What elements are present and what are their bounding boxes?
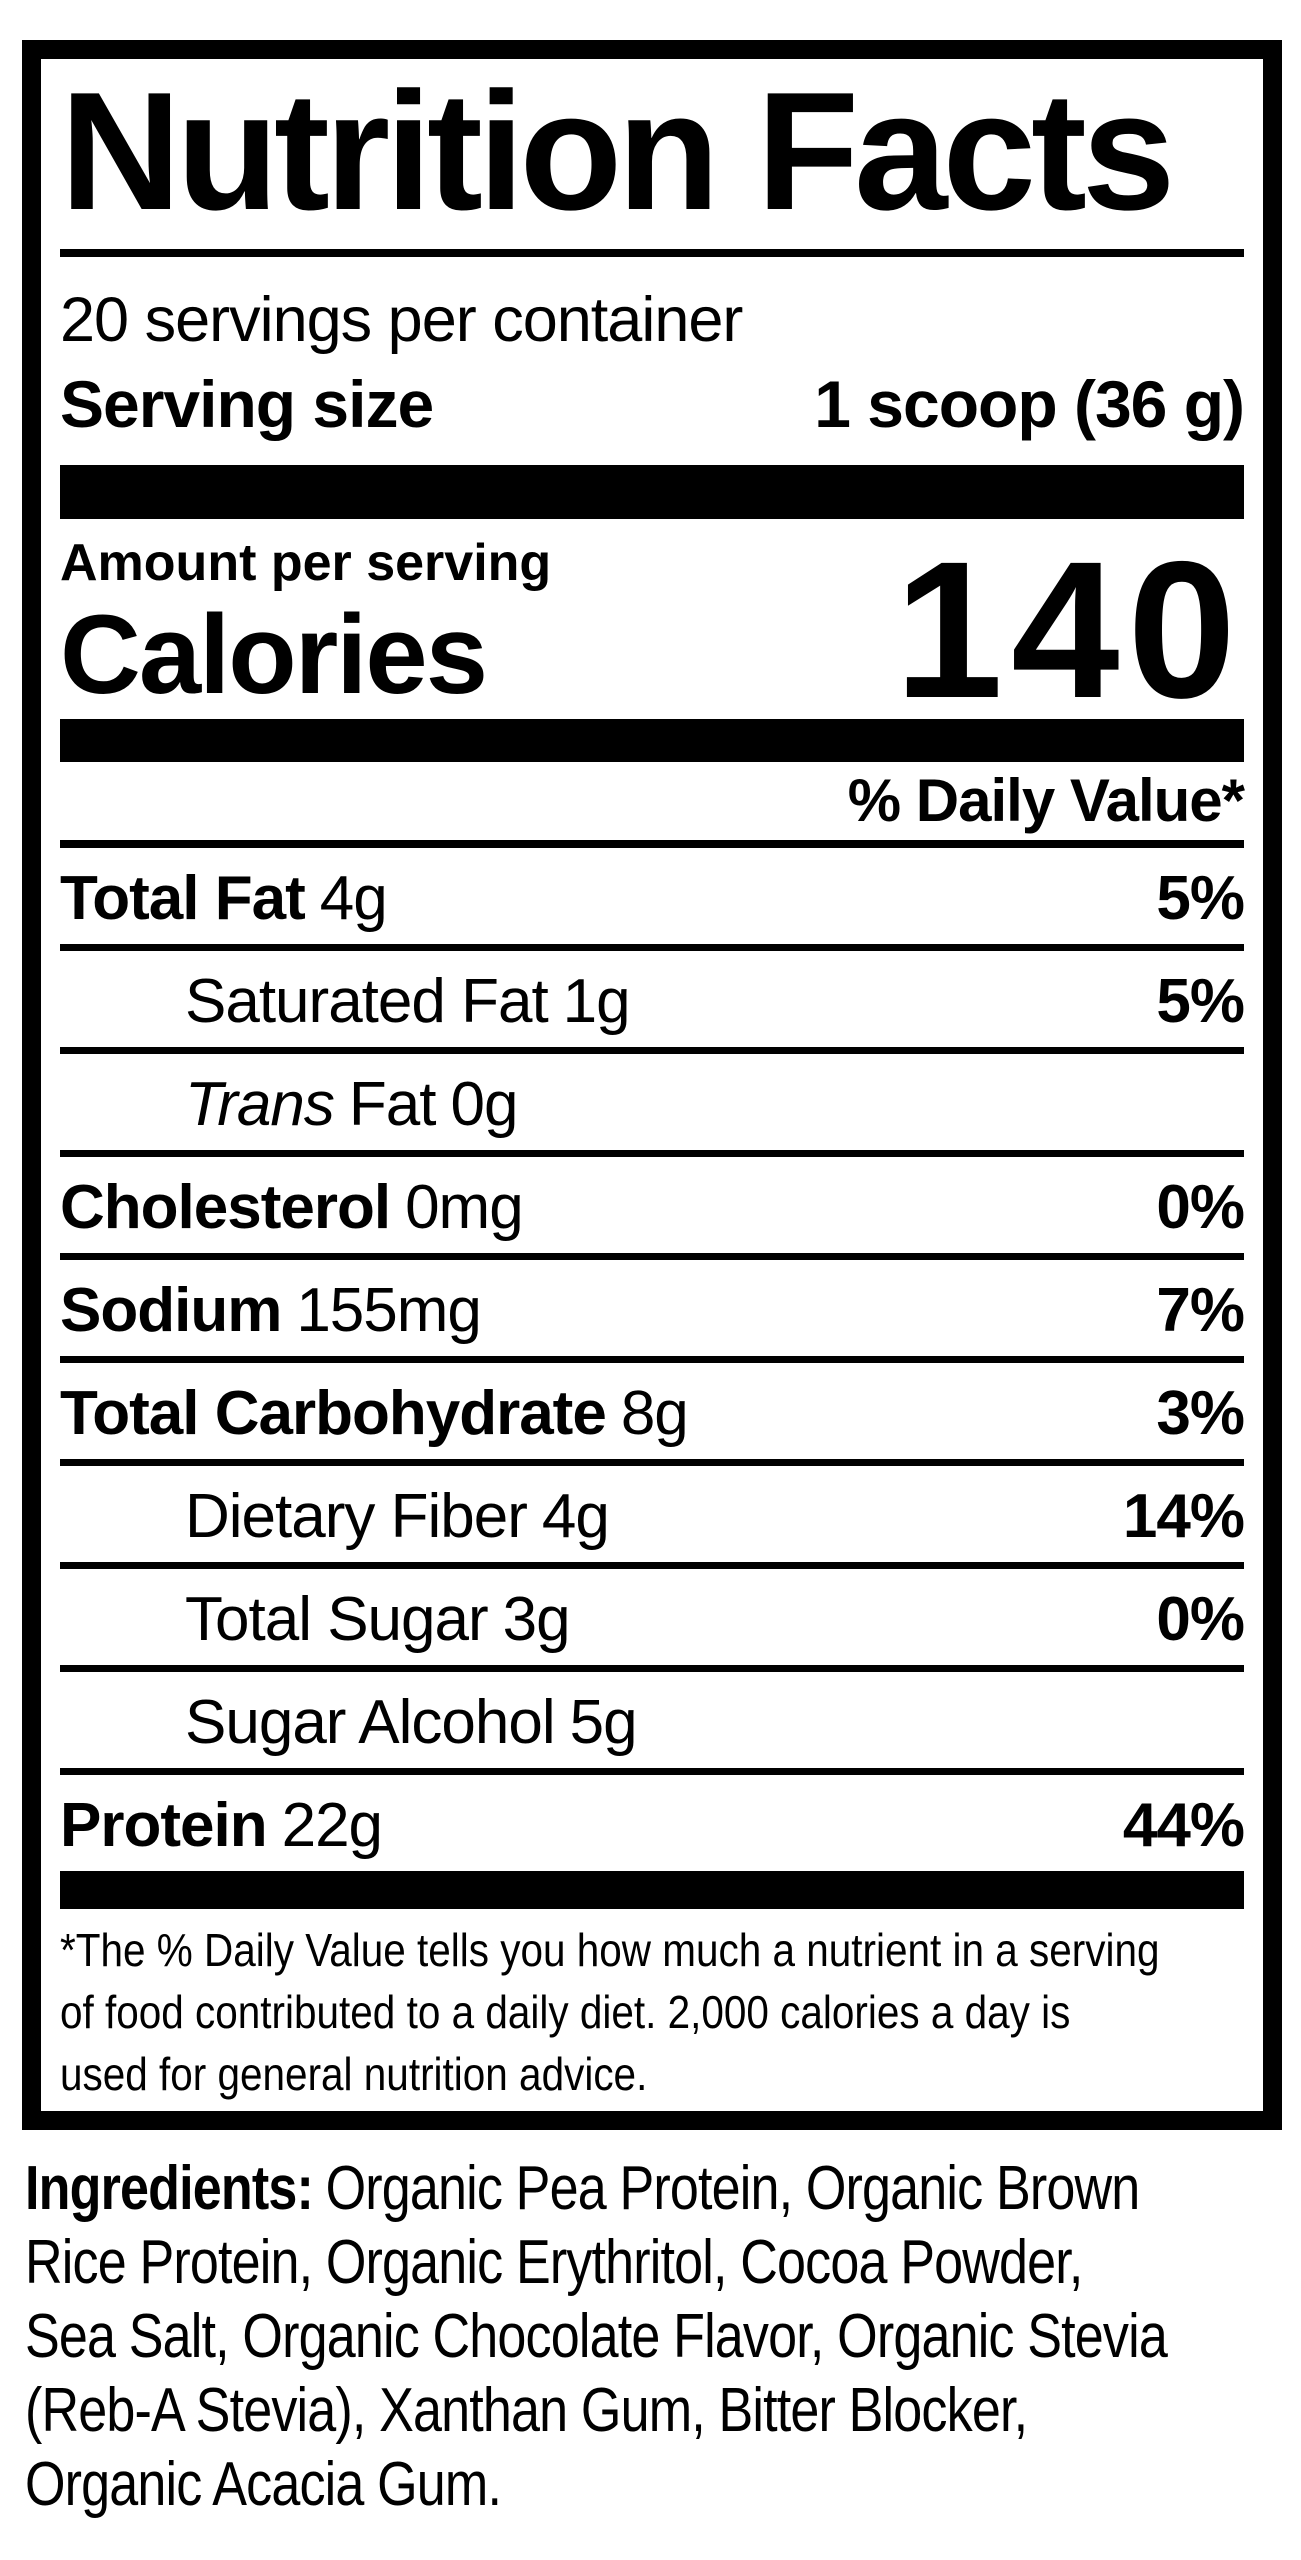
- nutrient-name-and-amount: Total Fat 4g: [60, 864, 388, 933]
- nutrient-name: Dietary Fiber: [185, 1482, 528, 1551]
- nutrient-daily-value: 5%: [1156, 864, 1245, 933]
- nutrient-amount: 3g: [502, 1585, 571, 1654]
- amount-per-serving-label: Amount per serving: [60, 534, 552, 592]
- nutrient-daily-value: 44%: [1122, 1791, 1245, 1860]
- footnote-line: of food contributed to a daily diet. 2,0…: [60, 1986, 1071, 2038]
- calories-value: 140: [894, 521, 1244, 739]
- nutrient-row-dietary-fiber: Dietary Fiber 4g 14%: [60, 1466, 1245, 1569]
- nutrient-row-sodium: Sodium 155mg 7%: [60, 1260, 1245, 1363]
- nutrient-amount: 0g: [450, 1070, 518, 1139]
- nutrient-daily-value: 14%: [1122, 1482, 1245, 1551]
- title-divider-rule: [60, 249, 1244, 257]
- serving-size-value: 1 scoop (36 g): [814, 367, 1245, 441]
- ingredients-label: Ingredients:: [25, 2154, 314, 2223]
- nutrient-amount: 0mg: [405, 1173, 524, 1242]
- nutrient-name: Saturated Fat: [185, 967, 549, 1036]
- nutrient-amount: 155mg: [296, 1276, 482, 1345]
- panel-title: Nutrition Facts: [60, 57, 1175, 245]
- nutrient-row-total-carbohydrate: Total Carbohydrate 8g 3%: [60, 1363, 1245, 1466]
- nutrient-name-italic: Trans: [185, 1070, 335, 1139]
- nutrient-row-saturated-fat: Saturated Fat 1g 5%: [60, 951, 1245, 1054]
- nutrient-name-and-amount: Total Sugar 3g: [185, 1585, 571, 1654]
- nutrient-row-cholesterol: Cholesterol 0mg 0%: [60, 1157, 1245, 1260]
- nutrient-name-and-amount: Sugar Alcohol 5g: [185, 1688, 638, 1757]
- thick-divider-bar: [60, 719, 1244, 762]
- thick-divider-bar: [60, 465, 1244, 519]
- nutrient-name-and-amount: Dietary Fiber 4g: [185, 1482, 610, 1551]
- nutrient-name: Total Fat: [60, 864, 306, 933]
- nutrient-name: Total Carbohydrate: [60, 1379, 607, 1448]
- ingredients-line: (Reb-A Stevia), Xanthan Gum, Bitter Bloc…: [25, 2376, 1028, 2445]
- calories-section: Amount per serving Calories 140: [60, 533, 1244, 728]
- calories-label: Calories: [60, 592, 488, 717]
- footnote-line: used for general nutrition advice.: [60, 2048, 648, 2100]
- nutrient-name-and-amount: Total Carbohydrate 8g: [60, 1379, 689, 1448]
- daily-value-rule: [60, 840, 1244, 848]
- thick-divider-bar: [60, 1871, 1244, 1909]
- servings-per-container: 20 servings per container: [60, 285, 743, 355]
- nutrient-daily-value: 0%: [1156, 1585, 1245, 1654]
- nutrient-name-and-amount: Saturated Fat 1g: [185, 967, 631, 1036]
- nutrient-daily-value: 7%: [1156, 1276, 1245, 1345]
- nutrient-name: Fat: [348, 1070, 437, 1139]
- serving-size-label: Serving size: [60, 367, 434, 441]
- nutrient-name: Protein: [60, 1791, 268, 1860]
- daily-value-header: % Daily Value*: [847, 767, 1245, 834]
- serving-size-row: Serving size 1 scoop (36 g): [60, 367, 1245, 441]
- nutrient-amount: 22g: [281, 1791, 383, 1860]
- ingredients-section: Ingredients: Organic Pea Protein, Organic…: [25, 2152, 1301, 2522]
- nutrient-amount: 1g: [562, 967, 631, 1036]
- nutrient-row-protein: Protein 22g 44%: [60, 1775, 1245, 1871]
- nutrient-row-total-fat: Total Fat 4g 5%: [60, 848, 1245, 951]
- ingredients-line: Ingredients: Organic Pea Protein, Organic…: [25, 2152, 1301, 2226]
- nutrient-name: Total Sugar: [185, 1585, 489, 1654]
- footnote-line: *The % Daily Value tells you how much a …: [60, 1924, 1160, 1976]
- nutrient-name-and-amount: Protein 22g: [60, 1791, 383, 1860]
- ingredients-line: Organic Acacia Gum.: [25, 2450, 502, 2519]
- ingredients-line: Sea Salt, Organic Chocolate Flavor, Orga…: [25, 2302, 1168, 2371]
- nutrient-row-total-sugar: Total Sugar 3g 0%: [60, 1569, 1245, 1672]
- nutrient-row-sugar-alcohol: Sugar Alcohol 5g: [60, 1672, 1244, 1775]
- nutrient-row-trans-fat: Trans Fat 0g: [60, 1054, 1244, 1157]
- nutrition-facts-panel: Nutrition Facts 20 servings per containe…: [22, 40, 1282, 2130]
- nutrient-daily-value: 5%: [1156, 967, 1245, 1036]
- nutrient-amount: 5g: [569, 1688, 638, 1757]
- daily-value-footnote: *The % Daily Value tells you how much a …: [60, 1919, 1283, 2105]
- nutrient-name: Sugar Alcohol: [185, 1688, 556, 1757]
- nutrient-name: Cholesterol: [60, 1173, 391, 1242]
- nutrient-daily-value: 0%: [1156, 1173, 1245, 1242]
- nutrient-name-and-amount: Trans Fat 0g: [185, 1070, 518, 1139]
- nutrient-amount: 4g: [541, 1482, 610, 1551]
- nutrient-name-and-amount: Cholesterol 0mg: [60, 1173, 524, 1242]
- nutrient-amount: 8g: [620, 1379, 689, 1448]
- nutrient-name-and-amount: Sodium 155mg: [60, 1276, 482, 1345]
- ingredients-text: Organic Pea Protein, Organic Brown: [325, 2154, 1141, 2223]
- nutrient-amount: 4g: [319, 864, 388, 933]
- nutrient-name: Sodium: [60, 1276, 282, 1345]
- ingredients-line: Rice Protein, Organic Erythritol, Cocoa …: [25, 2228, 1083, 2297]
- nutrient-daily-value: 3%: [1156, 1379, 1245, 1448]
